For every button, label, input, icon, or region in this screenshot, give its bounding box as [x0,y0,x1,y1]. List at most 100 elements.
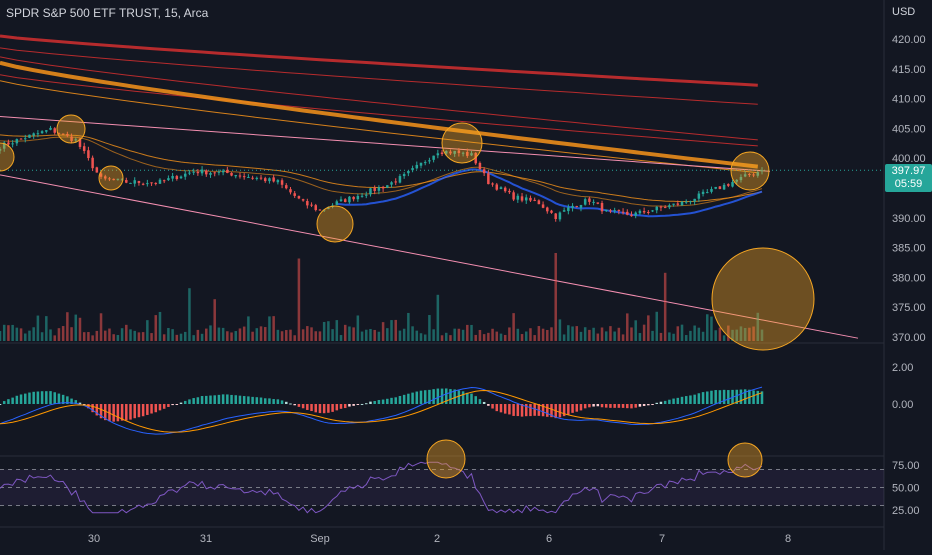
ema-50-line [0,134,763,202]
volume-bar [676,326,680,341]
candle-body [339,199,343,202]
volume-bar [394,319,397,341]
volume-bar [162,334,166,341]
volume-bar [150,333,153,341]
candle-body [32,133,35,136]
volume-bar [718,327,722,341]
volume-bar [495,331,499,341]
volume-bar [15,327,19,341]
candle-body [630,214,633,217]
candle-body [402,174,406,177]
volume-bar [179,333,183,341]
macd-histogram-bar [99,404,103,419]
volume-bar [234,331,238,341]
macd-histogram-bar [516,404,520,417]
macd-line [0,386,763,435]
macd-histogram-bar [133,404,136,419]
macd-histogram-bar [760,391,764,404]
volume-bar [634,320,637,341]
candle-body [133,180,136,184]
volume-bar [205,328,208,341]
moving-average-line [0,47,758,105]
macd-histogram-bar [87,404,90,409]
macd-histogram-bar [141,404,145,417]
macd-histogram-bar [668,399,671,404]
macd-histogram-bar [183,400,187,404]
candle-body [419,162,423,166]
candle-body [272,177,275,182]
candle-body [343,199,347,203]
candle-body [453,150,456,154]
candle-body [2,142,6,149]
volume-bar [0,331,2,341]
volume-bar [533,335,536,341]
macd-histogram-bar [158,404,162,411]
macd-histogram-bar [533,404,536,416]
candle-body [373,188,376,191]
candle-body [621,211,625,213]
macd-histogram-bar [32,391,35,404]
candle-body [604,209,608,211]
volume-bar [735,329,738,341]
volume-bar [461,329,465,341]
volume-bar [706,314,709,341]
candle-body [15,139,19,144]
volume-bar [529,328,532,341]
macd-histogram-bar [600,404,604,408]
macd-histogram-bar [103,404,107,421]
volume-bar [2,324,6,341]
macd-histogram-bar [167,404,170,407]
candle-body [617,209,621,211]
volume-bar [546,329,549,341]
volume-bar [171,329,174,341]
volume-bar [251,331,254,341]
candle-body [289,189,292,193]
symbol-title[interactable]: SPDR S&P 500 ETF TRUST, 15, Arca [6,6,209,20]
candle-body [693,198,696,202]
candle-body [461,152,465,154]
highlight-circle [426,439,466,479]
macd-histogram-bar [205,395,208,404]
macd-histogram-bar [377,399,381,404]
volume-bar [57,328,61,341]
candle-body [175,176,179,180]
volume-bar [230,332,233,341]
volume-bar [331,329,334,341]
macd-histogram-bar [558,404,562,418]
candle-body [588,198,591,202]
macd-histogram-bar [348,404,351,407]
macd-histogram-bar [7,399,10,404]
volume-bar [609,326,612,341]
candle-body [680,201,684,206]
macd-histogram-bar [66,396,69,404]
candle-body [259,177,263,179]
macd-histogram-bar [676,397,680,404]
macd-histogram-bar [457,390,461,404]
macd-histogram-bar [217,394,221,404]
macd-histogram-bar [411,392,414,404]
moving-average-line [0,74,758,147]
candle-body [596,202,600,204]
macd-histogram-bar [503,404,507,414]
macd-histogram-bar [272,399,275,404]
candle-body [516,195,520,200]
moving-average-line [0,60,759,169]
volume-bar [499,333,503,341]
candle-body [457,150,461,154]
candle-body [348,196,351,203]
volume-bar [129,329,132,341]
volume-bar [276,329,280,341]
candle-body [676,203,680,205]
volume-bar [722,335,726,341]
macd-histogram-bar [659,401,663,404]
price-tick-label: 390.00 [892,213,926,225]
candle-body [188,172,191,174]
candle-body [280,180,284,185]
candle-body [520,196,524,201]
macd-histogram-bar [285,401,288,404]
moving-average-line [0,34,758,87]
candle-body [529,197,532,201]
macd-histogram-bar [150,404,153,414]
